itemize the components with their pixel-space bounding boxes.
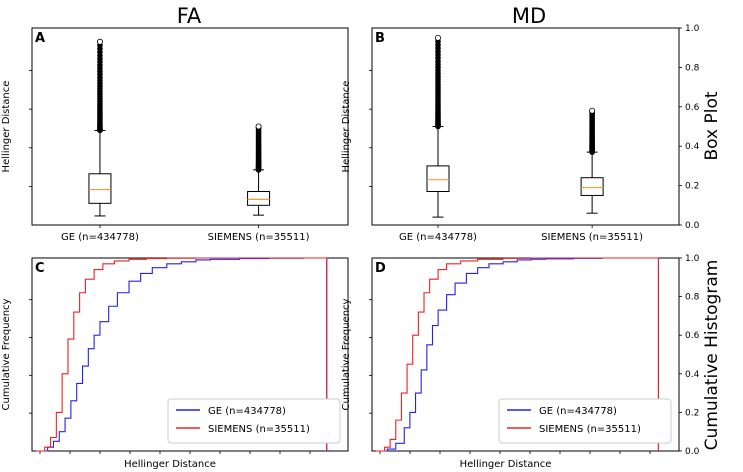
row-title-box-plot: Box Plot: [702, 91, 722, 160]
outlier-point: [435, 34, 442, 41]
category-label: SIEMENS (n=35511): [541, 232, 643, 243]
cdf-line-siemens: [36, 257, 328, 452]
right-tick-label: 0.0: [685, 447, 700, 457]
legend-label: GE (n=434778): [208, 406, 286, 417]
legend-label: SIEMENS (n=35511): [539, 424, 641, 435]
cdf-line-siemens: [376, 257, 659, 452]
outlier-point: [96, 38, 103, 45]
right-tick-label: 0.4: [685, 370, 700, 380]
y-axis-label: Hellinger Distance: [1, 81, 12, 173]
legend-box: [167, 398, 341, 444]
right-tick-label: 0.4: [685, 142, 700, 152]
category-label: SIEMENS (n=35511): [208, 232, 310, 243]
plot-frame: [371, 27, 680, 226]
legend-label: GE (n=434778): [539, 406, 617, 417]
box-ge: GE (n=434778): [61, 38, 139, 243]
right-tick-label: 0.6: [685, 331, 700, 341]
y-axis-label: Cumulative Frequency: [341, 298, 352, 410]
cdf-line-ge: [376, 257, 659, 452]
panel-d: D Cumulative Frequency 0.0 0.2 0.4 0.6 0.8 1.0 H…: [341, 254, 700, 470]
y-axis-label: Cumulative Frequency: [1, 298, 12, 410]
row-title-cumulative-histogram: Cumulative Histogram: [702, 260, 722, 451]
box-ge: GE (n=434778): [399, 34, 477, 243]
category-label: GE (n=434778): [61, 232, 139, 243]
iqr-box: [426, 165, 450, 193]
panel-c: C Cumulative Frequency Hellinger Distance G…: [1, 257, 349, 470]
iqr-box: [580, 177, 604, 196]
box-siemens: SIEMENS (n=35511): [541, 107, 643, 243]
iqr-box: [247, 191, 271, 206]
panel-letter: B: [375, 31, 385, 46]
right-tick-label: 0.2: [685, 182, 699, 192]
panel-a: A Hellinger Distance GE (n=434778) SIEMENS …: [1, 27, 349, 243]
cdf-line-ge: [36, 257, 328, 452]
legend-box: [498, 398, 672, 444]
outlier-point: [255, 123, 262, 130]
legend: GE (n=434778) SIEMENS (n=35511): [498, 398, 672, 444]
panel-b: B Hellinger Distance 0.0 0.2 0.4 0.6 0.8 1.0 GE …: [341, 24, 700, 243]
right-tick-label: 0.8: [685, 63, 700, 73]
right-tick-label: 0.2: [685, 408, 699, 418]
right-tick-label: 0.8: [685, 293, 700, 303]
plot-frame: [31, 27, 349, 226]
right-tick-label: 0.6: [685, 103, 700, 113]
box-siemens: SIEMENS (n=35511): [208, 123, 310, 243]
legend-label: SIEMENS (n=35511): [208, 424, 310, 435]
x-axis-label: Hellinger Distance: [460, 459, 552, 470]
right-tick-label: 1.0: [685, 24, 700, 34]
y-axis-label: Hellinger Distance: [341, 81, 352, 173]
outlier-point: [589, 107, 596, 114]
column-title-md: MD: [512, 4, 546, 28]
column-title-fa: FA: [177, 4, 202, 28]
x-axis-label: Hellinger Distance: [124, 459, 216, 470]
right-tick-label: 1.0: [685, 254, 700, 264]
panel-letter: C: [35, 261, 45, 276]
category-label: GE (n=434778): [399, 232, 477, 243]
right-tick-label: 0.0: [685, 221, 700, 231]
panel-letter: D: [375, 261, 386, 276]
panel-letter: A: [35, 31, 45, 46]
iqr-box: [88, 173, 112, 204]
legend: GE (n=434778) SIEMENS (n=35511): [167, 398, 341, 444]
